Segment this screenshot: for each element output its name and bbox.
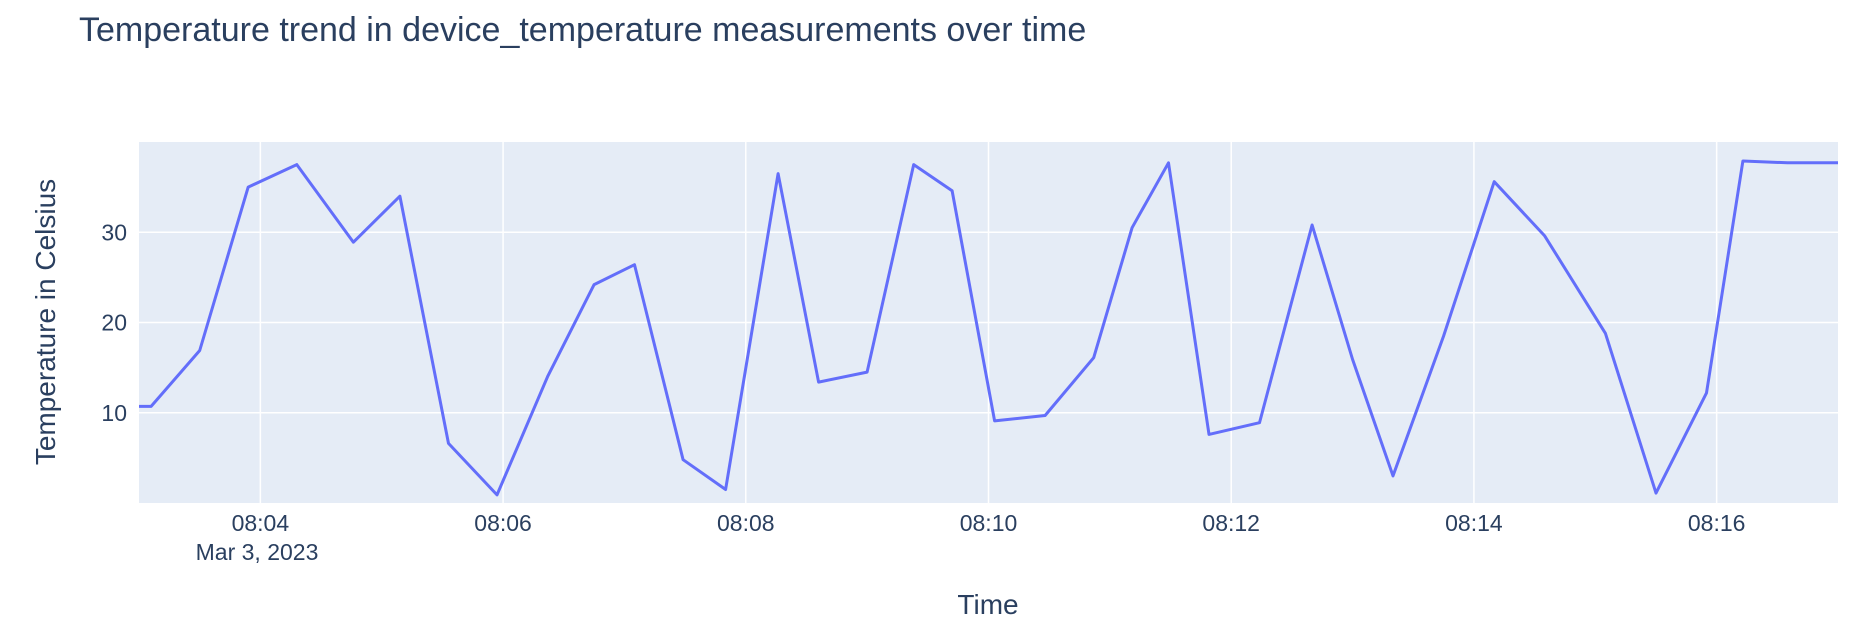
y-axis-title: Temperature in Celsius [30, 179, 61, 465]
x-tick-labels: 08:04 08:06 08:08 08:10 08:12 08:14 08:16 [232, 510, 1746, 536]
y-tick-label: 10 [101, 400, 127, 426]
y-tick-label: 20 [101, 310, 127, 336]
x-tick-label: 08:16 [1688, 510, 1746, 536]
series-line [139, 159, 1838, 497]
x-tick-label: 08:12 [1202, 510, 1260, 536]
data-series [139, 159, 1838, 497]
x-tick-label: 08:10 [960, 510, 1018, 536]
x-tick-label: 08:08 [717, 510, 775, 536]
x-tick-label: 08:04 [232, 510, 290, 536]
x-axis-title: Time [957, 589, 1018, 620]
y-tick-label: 30 [101, 219, 127, 245]
y-tick-labels: 10 20 30 [101, 219, 127, 426]
x-tick-label: 08:14 [1445, 510, 1503, 536]
chart-title: Temperature trend in device_temperature … [79, 11, 1086, 49]
x-tick-label: 08:06 [474, 510, 532, 536]
x-date-label: Mar 3, 2023 [196, 539, 319, 565]
